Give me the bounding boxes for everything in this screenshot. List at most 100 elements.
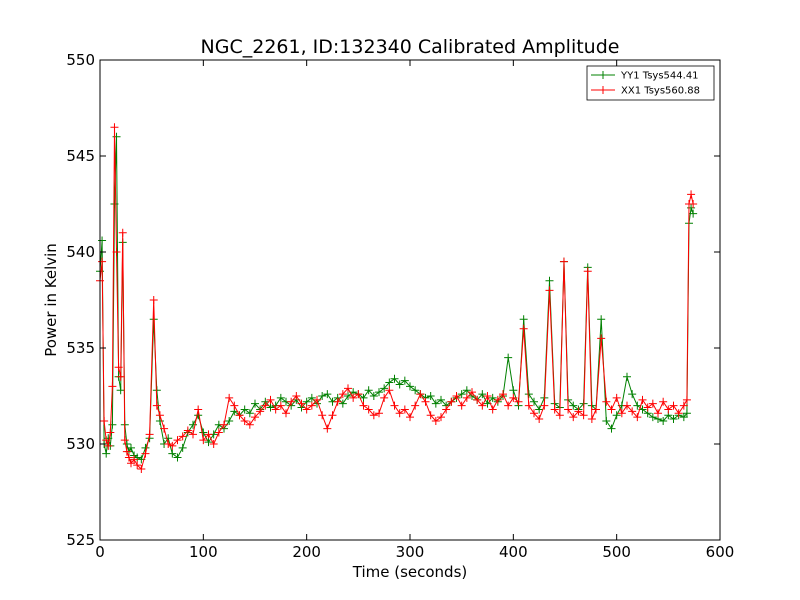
data-point	[462, 393, 471, 402]
data-point	[612, 393, 621, 402]
x-axis-label: Time (seconds)	[352, 563, 468, 581]
data-point	[431, 416, 440, 425]
legend-entry-0: YY1 Tsys544.41	[591, 71, 699, 82]
ticks-layer: 0 100 200 300 400 500 600 525 530 535 540 545 550	[66, 51, 734, 561]
data-point	[364, 386, 373, 395]
y-tick-label: 540	[66, 243, 95, 261]
data-point	[488, 405, 497, 414]
data-point	[682, 409, 691, 418]
data-point	[369, 392, 378, 400]
data-point	[504, 353, 513, 362]
data-point	[519, 315, 528, 324]
data-point	[400, 376, 409, 385]
data-point	[426, 392, 435, 400]
data-point	[385, 386, 394, 395]
data-point	[189, 430, 197, 439]
data-point	[302, 397, 311, 406]
data-point	[369, 411, 378, 420]
data-point	[189, 420, 197, 429]
data-point	[550, 405, 559, 414]
data-point	[530, 397, 538, 406]
data-point	[152, 401, 161, 410]
data-point	[437, 413, 445, 422]
data-point	[411, 386, 420, 395]
data-point	[426, 411, 435, 420]
data-point	[110, 200, 119, 208]
y-axis-label: Power in Kelvin	[42, 243, 60, 357]
data-point	[442, 405, 451, 414]
data-point	[669, 415, 678, 424]
data-point	[395, 409, 404, 418]
data-point	[540, 401, 549, 410]
y-tick-label: 535	[66, 339, 95, 357]
data-point	[287, 397, 296, 406]
data-point	[124, 453, 133, 462]
plot-area: 0 100 200 300 400 500 600 525 530 535 540 545 550	[66, 51, 734, 561]
data-point	[178, 443, 187, 452]
data-point	[617, 409, 626, 418]
data-point	[659, 416, 668, 425]
y-tick-label: 525	[66, 531, 95, 549]
data-point	[240, 416, 249, 425]
legend-marker	[599, 86, 607, 94]
data-point	[504, 401, 513, 410]
data-point	[416, 390, 425, 399]
data-point	[682, 395, 691, 404]
data-point	[104, 441, 113, 450]
data-point	[204, 438, 213, 447]
data-point	[406, 382, 414, 391]
data-point	[297, 399, 306, 408]
data-point	[452, 392, 461, 400]
data-point	[633, 401, 642, 410]
data-point	[478, 401, 487, 410]
y-tick-label: 530	[66, 435, 95, 453]
data-point	[689, 209, 698, 218]
data-point	[664, 405, 673, 414]
data-point	[483, 392, 492, 400]
data-point	[519, 324, 528, 333]
data-point	[499, 390, 507, 399]
data-point	[245, 409, 254, 418]
data-point	[509, 386, 518, 395]
data-point	[612, 411, 621, 420]
data-point	[116, 372, 125, 381]
data-point	[602, 397, 611, 406]
data-point	[628, 407, 637, 416]
data-point	[127, 443, 135, 452]
data-point	[261, 401, 270, 410]
data-point	[354, 390, 363, 399]
data-point	[220, 420, 228, 429]
data-point	[359, 401, 368, 410]
data-point	[375, 409, 383, 418]
data-point	[251, 399, 259, 408]
data-point	[564, 405, 573, 414]
data-point	[473, 395, 482, 404]
data-point	[245, 420, 254, 429]
data-point	[509, 393, 518, 402]
data-point	[648, 413, 657, 422]
data-point	[623, 372, 631, 381]
data-point	[524, 401, 533, 410]
legend-marker	[599, 71, 607, 79]
data-point	[579, 411, 588, 420]
data-point	[524, 390, 533, 399]
data-point	[468, 388, 476, 397]
data-point	[643, 403, 652, 412]
data-point	[328, 411, 337, 420]
data-point	[638, 395, 647, 404]
y-tick-label: 545	[66, 147, 95, 165]
data-point	[110, 123, 119, 132]
x-tick-label: 100	[189, 543, 218, 561]
data-point	[302, 405, 311, 414]
data-point	[145, 430, 154, 439]
data-point	[266, 395, 275, 404]
data-point	[307, 393, 316, 402]
data-point	[214, 428, 223, 437]
x-tick-label: 400	[499, 543, 528, 561]
data-point	[400, 405, 409, 414]
data-point	[251, 413, 259, 422]
data-point	[118, 228, 127, 237]
data-point	[674, 409, 683, 418]
data-point	[276, 401, 285, 410]
